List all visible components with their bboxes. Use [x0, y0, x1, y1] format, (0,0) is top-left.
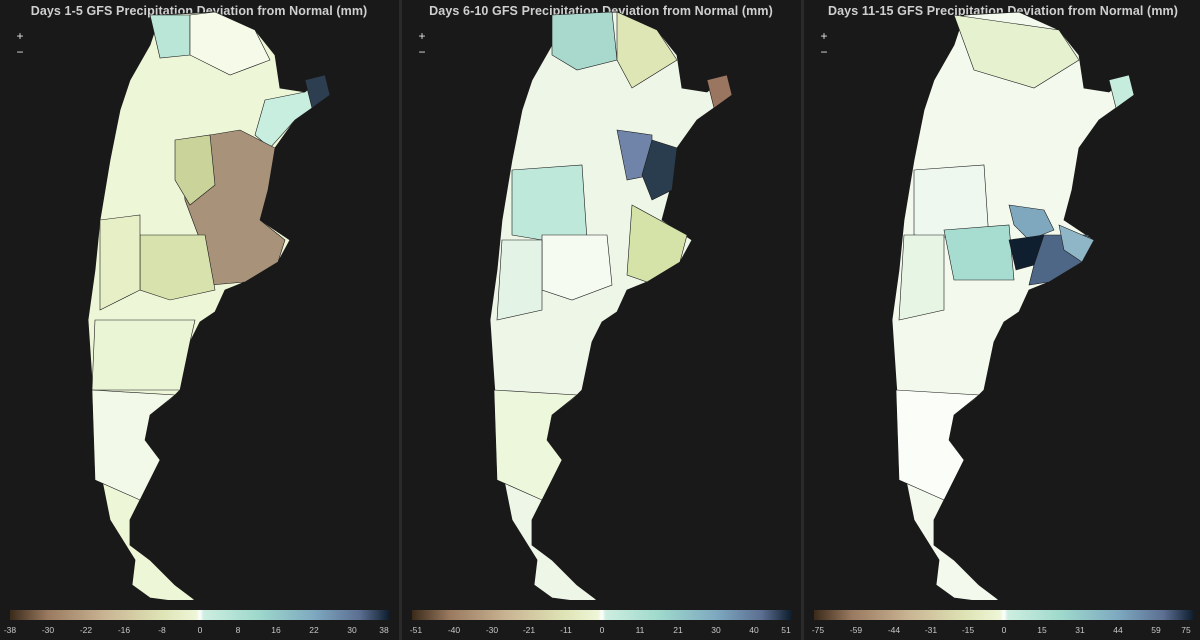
legend-tick-labels: -38 -30 -22 -16 -8 0 8 16 22 30 38 — [4, 625, 390, 639]
legend-tick: 11 — [635, 625, 645, 635]
map-panel-days-11-15: Days 11-15 GFS Precipitation Deviation f… — [804, 0, 1200, 640]
province-regions — [895, 14, 1135, 501]
region-neuquen-mendoza[interactable] — [99, 214, 141, 311]
zoom-out-button[interactable]: − — [16, 45, 24, 59]
legend-tick: -38 — [3, 625, 17, 635]
province-regions — [91, 11, 331, 501]
legend-tick: -44 — [887, 625, 901, 635]
legend-tick: 0 — [197, 625, 203, 635]
panel-title: Days 6-10 GFS Precipitation Deviation fr… — [429, 4, 773, 18]
panel-divider — [399, 0, 402, 640]
province-regions — [493, 11, 733, 501]
legend-tick: -21 — [522, 625, 536, 635]
zoom-in-button[interactable]: + — [820, 29, 828, 43]
panel-title: Days 1-5 GFS Precipitation Deviation fro… — [30, 4, 368, 18]
legend-tick: 38 — [379, 625, 389, 635]
legend-tick: 30 — [711, 625, 721, 635]
legend-tick: 51 — [781, 625, 791, 635]
legend-tick: 44 — [1113, 625, 1123, 635]
region-northwest[interactable] — [551, 11, 618, 71]
legend-tick: -30 — [485, 625, 499, 635]
color-legend: -38 -30 -22 -16 -8 0 8 16 22 30 38 — [4, 610, 390, 635]
argentina-choropleth-map[interactable] — [0, 0, 398, 600]
zoom-out-button[interactable]: − — [418, 45, 426, 59]
legend-tick: -30 — [41, 625, 55, 635]
legend-tick: -16 — [117, 625, 131, 635]
region-north[interactable] — [189, 11, 271, 76]
legend-tick: 15 — [1037, 625, 1047, 635]
region-buenos-aires[interactable] — [626, 204, 688, 283]
map-panel-days-6-10: Days 6-10 GFS Precipitation Deviation fr… — [402, 0, 800, 640]
legend-tick: 30 — [347, 625, 357, 635]
legend-tick: 75 — [1181, 625, 1191, 635]
region-cordoba[interactable] — [174, 134, 216, 206]
legend-tick-labels: -75 -59 -44 -31 -15 0 15 31 44 59 75 — [811, 625, 1194, 639]
region-north[interactable] — [953, 14, 1080, 89]
legend-tick: -8 — [158, 625, 166, 635]
legend-tick-labels: -51 -40 -30 -21 -11 0 11 21 30 40 51 — [409, 625, 792, 639]
legend-tick: -31 — [924, 625, 938, 635]
legend-tick: -15 — [961, 625, 975, 635]
region-neuquen[interactable] — [898, 234, 945, 321]
region-misiones[interactable] — [1108, 74, 1135, 109]
legend-tick: -51 — [409, 625, 423, 635]
legend-tick: 22 — [309, 625, 319, 635]
region-entre-rios[interactable] — [641, 139, 678, 201]
region-cordoba-cuyo[interactable] — [511, 164, 588, 241]
legend-tick: 0 — [599, 625, 605, 635]
color-legend: -75 -59 -44 -31 -15 0 15 31 44 59 75 — [812, 610, 1194, 635]
legend-gradient-bar — [10, 610, 390, 620]
legend-tick: 16 — [271, 625, 281, 635]
color-legend: -51 -40 -30 -21 -11 0 11 21 30 40 51 — [410, 610, 792, 635]
panel-title: Days 11-15 GFS Precipitation Deviation f… — [827, 4, 1179, 18]
region-santa-cruz[interactable] — [493, 389, 578, 501]
zoom-in-button[interactable]: + — [418, 29, 426, 43]
region-buenos-aires-coast[interactable] — [1058, 224, 1095, 263]
legend-gradient-bar — [412, 610, 792, 620]
region-la-pampa[interactable] — [943, 224, 1015, 281]
legend-tick: 0 — [1001, 625, 1007, 635]
legend-tick: -75 — [811, 625, 825, 635]
region-chubut[interactable] — [91, 319, 196, 391]
legend-tick: -59 — [849, 625, 863, 635]
argentina-choropleth-map[interactable] — [402, 0, 800, 600]
argentina-choropleth-map[interactable] — [804, 0, 1200, 600]
legend-tick: 31 — [1075, 625, 1085, 635]
panel-divider — [801, 0, 804, 640]
legend-gradient-bar — [814, 610, 1194, 620]
region-neuquen[interactable] — [496, 239, 543, 321]
region-santa-cruz[interactable] — [895, 389, 980, 501]
region-cordoba-south[interactable] — [1008, 204, 1055, 241]
zoom-in-button[interactable]: + — [16, 29, 24, 43]
map-panel-days-1-5: Days 1-5 GFS Precipitation Deviation fro… — [0, 0, 398, 640]
region-chaco-formosa[interactable] — [616, 11, 678, 89]
legend-tick: 59 — [1151, 625, 1161, 635]
region-misiones[interactable] — [304, 74, 331, 109]
region-la-pampa[interactable] — [139, 234, 216, 301]
zoom-out-button[interactable]: − — [820, 45, 828, 59]
region-santa-cruz[interactable] — [91, 389, 176, 501]
legend-tick: -22 — [79, 625, 93, 635]
legend-tick: -40 — [447, 625, 461, 635]
region-misiones[interactable] — [706, 74, 733, 109]
legend-tick: 21 — [673, 625, 683, 635]
legend-tick: 40 — [749, 625, 759, 635]
legend-tick: 8 — [235, 625, 241, 635]
legend-tick: -11 — [560, 625, 572, 635]
